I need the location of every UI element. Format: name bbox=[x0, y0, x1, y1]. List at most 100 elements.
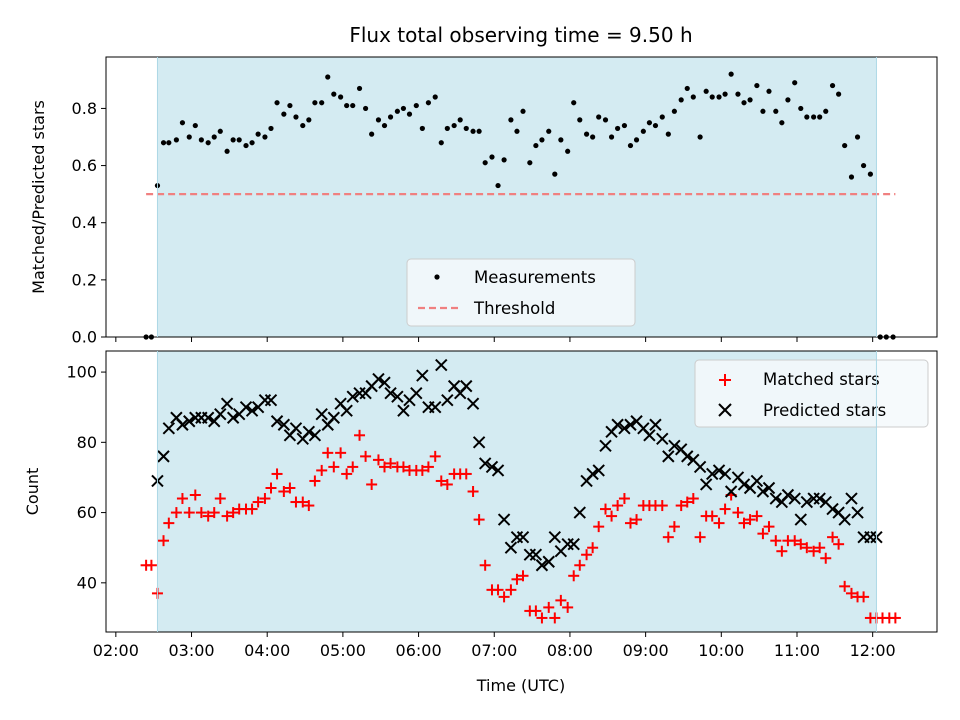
matched-star-point bbox=[435, 475, 447, 487]
matched-star-point bbox=[789, 535, 801, 547]
predicted-star-point bbox=[478, 457, 492, 470]
matched-star-point bbox=[385, 457, 397, 469]
measurement-point bbox=[627, 142, 634, 149]
matched-star-point bbox=[479, 559, 491, 571]
matched-star-point bbox=[593, 521, 605, 533]
predicted-star-point bbox=[416, 369, 429, 382]
predicted-star-point bbox=[624, 418, 637, 431]
predicted-star-point bbox=[699, 478, 713, 491]
matched-star-point bbox=[498, 591, 510, 603]
matched-star-point bbox=[467, 486, 479, 497]
measurement-point bbox=[173, 137, 179, 143]
predicted-star-point bbox=[340, 404, 353, 417]
matched-star-point bbox=[360, 450, 372, 462]
matched-star-point bbox=[265, 482, 277, 494]
predicted-star-point bbox=[239, 400, 253, 414]
matched-star-point bbox=[770, 535, 782, 547]
predicted-star-point bbox=[327, 411, 341, 424]
measurement-point bbox=[166, 140, 172, 146]
measurement-point bbox=[520, 108, 526, 114]
matched-star-point bbox=[858, 591, 870, 603]
predicted-star-point bbox=[214, 408, 227, 421]
matched-star-point bbox=[795, 538, 807, 550]
measurement-point bbox=[621, 122, 628, 129]
measurement-point bbox=[590, 134, 596, 140]
predicted-star-point bbox=[535, 559, 549, 572]
y-tick-label: 60 bbox=[77, 503, 97, 522]
legend-predicted-label: Predicted stars bbox=[763, 401, 886, 420]
predicted-star-point bbox=[706, 467, 719, 481]
measurement-point bbox=[754, 82, 760, 89]
measurement-point bbox=[432, 94, 438, 100]
measurement-point bbox=[217, 128, 223, 134]
matched-star-point bbox=[801, 542, 813, 554]
measurement-point bbox=[665, 131, 671, 137]
predicted-star-point bbox=[681, 450, 694, 463]
measurement-point bbox=[463, 125, 469, 132]
measurement-point bbox=[293, 114, 299, 120]
measurement-point bbox=[470, 128, 476, 134]
predicted-star-point bbox=[391, 390, 404, 403]
top-legend: Measurements Threshold bbox=[406, 258, 636, 327]
predicted-star-point bbox=[384, 386, 397, 400]
measurement-point bbox=[602, 117, 609, 123]
bottom-axes-frame bbox=[105, 350, 938, 633]
predicted-star-point bbox=[567, 537, 580, 551]
measurement-point bbox=[823, 108, 829, 114]
predicted-star-point bbox=[441, 393, 454, 407]
measurement-point bbox=[255, 131, 261, 137]
predicted-star-point bbox=[435, 358, 448, 372]
bottom-y-axis: 40 60 80 100 bbox=[66, 363, 106, 592]
x-axis-label: Time (UTC) bbox=[476, 676, 565, 695]
predicted-star-point bbox=[220, 397, 234, 410]
bottom-legend-box bbox=[694, 359, 929, 428]
predicted-star-point bbox=[289, 422, 303, 435]
measurement-point bbox=[381, 122, 388, 129]
measurement-point bbox=[558, 137, 564, 143]
measurement-point bbox=[760, 108, 766, 114]
matched-star-point bbox=[581, 549, 593, 561]
matched-star-point bbox=[202, 510, 214, 522]
measurement-point bbox=[306, 117, 312, 123]
matched-star-point bbox=[284, 482, 296, 494]
matched-star-point bbox=[259, 493, 271, 505]
predicted-star-point bbox=[599, 439, 612, 453]
matched-star-point bbox=[587, 542, 599, 554]
predicted-star-point bbox=[176, 418, 189, 431]
measurement-point bbox=[652, 122, 659, 129]
top-x-ticks bbox=[115, 337, 874, 342]
x-tick-label: 12:00 bbox=[850, 641, 896, 660]
measurement-point bbox=[571, 100, 577, 106]
measurement-point bbox=[444, 125, 450, 132]
predicted-star-point bbox=[542, 555, 555, 568]
predicted-star-point bbox=[573, 506, 586, 519]
measurement-point bbox=[425, 100, 432, 106]
matched-star-point bbox=[719, 503, 731, 515]
predicted-star-point bbox=[586, 467, 599, 481]
measurement-point bbox=[419, 125, 425, 132]
predicted-star-point bbox=[845, 492, 858, 505]
matched-star-point bbox=[530, 605, 542, 617]
predicted-star-point bbox=[826, 502, 839, 516]
matched-star-point bbox=[379, 461, 391, 473]
measurement-point bbox=[230, 137, 236, 143]
y-tick-label: 0.2 bbox=[72, 270, 97, 289]
top-panel: 0.00.20.40.60.8 Matched/Predicted stars … bbox=[29, 56, 938, 347]
measurement-point bbox=[817, 114, 823, 120]
predicted-star-point bbox=[718, 467, 732, 481]
matched-star-point bbox=[662, 531, 674, 543]
matched-star-point bbox=[624, 517, 636, 529]
matched-star-point bbox=[271, 468, 283, 480]
matched-star-point bbox=[543, 601, 555, 613]
matched-stars-series bbox=[140, 429, 901, 624]
predicted-star-point bbox=[712, 464, 726, 477]
measurement-point bbox=[274, 100, 280, 106]
matched-star-point bbox=[221, 510, 233, 522]
matched-star-point bbox=[189, 489, 201, 501]
measurement-point bbox=[438, 140, 444, 146]
predicted-star-point bbox=[157, 450, 170, 463]
measurement-point bbox=[678, 97, 684, 103]
matched-star-point bbox=[145, 559, 157, 571]
measurement-point bbox=[331, 91, 337, 97]
predicted-star-point bbox=[485, 460, 499, 474]
